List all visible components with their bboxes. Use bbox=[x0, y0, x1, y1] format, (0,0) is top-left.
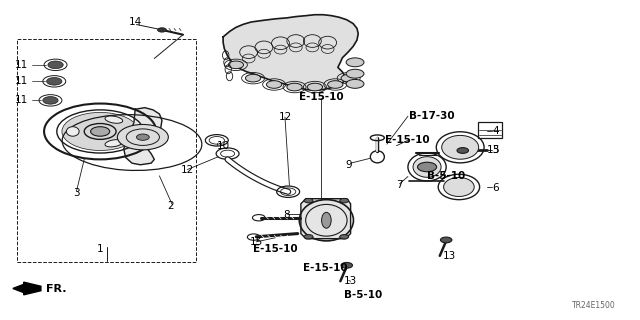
Text: E-15-10: E-15-10 bbox=[385, 135, 429, 145]
Circle shape bbox=[341, 74, 356, 82]
Ellipse shape bbox=[306, 204, 347, 236]
Circle shape bbox=[228, 61, 244, 69]
Circle shape bbox=[117, 124, 168, 150]
Circle shape bbox=[328, 81, 343, 88]
Circle shape bbox=[48, 61, 63, 69]
Text: B-5-10: B-5-10 bbox=[427, 172, 465, 181]
Circle shape bbox=[340, 198, 349, 203]
Circle shape bbox=[341, 262, 353, 268]
Text: 1: 1 bbox=[97, 244, 104, 254]
Text: 3: 3 bbox=[73, 188, 80, 198]
Circle shape bbox=[266, 81, 282, 88]
Text: 6: 6 bbox=[492, 183, 499, 193]
Text: 10: 10 bbox=[216, 141, 230, 151]
Text: B-5-10: B-5-10 bbox=[344, 290, 383, 300]
Circle shape bbox=[287, 83, 302, 91]
Ellipse shape bbox=[105, 140, 123, 147]
Circle shape bbox=[136, 134, 149, 140]
Circle shape bbox=[346, 58, 364, 67]
Circle shape bbox=[43, 97, 58, 104]
Circle shape bbox=[304, 198, 313, 203]
Circle shape bbox=[346, 69, 364, 78]
Circle shape bbox=[457, 148, 468, 153]
Text: 9: 9 bbox=[346, 160, 352, 170]
Text: E-15-10: E-15-10 bbox=[253, 244, 298, 254]
Text: 13: 13 bbox=[487, 146, 500, 156]
Circle shape bbox=[246, 74, 260, 82]
Text: 11: 11 bbox=[15, 76, 28, 86]
Ellipse shape bbox=[321, 212, 331, 228]
Ellipse shape bbox=[442, 135, 479, 159]
Text: 5: 5 bbox=[492, 146, 499, 156]
Circle shape bbox=[340, 235, 349, 239]
Bar bbox=[478, 122, 502, 139]
Circle shape bbox=[91, 127, 109, 136]
Text: 13: 13 bbox=[442, 251, 456, 261]
Circle shape bbox=[47, 77, 62, 85]
Text: 2: 2 bbox=[167, 201, 173, 211]
Text: 11: 11 bbox=[15, 60, 28, 70]
Circle shape bbox=[346, 79, 364, 88]
Circle shape bbox=[307, 83, 323, 91]
Text: 15: 15 bbox=[250, 237, 263, 247]
Circle shape bbox=[304, 235, 313, 239]
Polygon shape bbox=[223, 15, 358, 90]
Text: 13: 13 bbox=[344, 276, 357, 286]
Text: 12: 12 bbox=[278, 112, 292, 122]
Text: 14: 14 bbox=[129, 17, 142, 27]
Ellipse shape bbox=[413, 157, 441, 177]
Circle shape bbox=[440, 237, 452, 243]
Ellipse shape bbox=[67, 127, 79, 136]
Polygon shape bbox=[124, 108, 162, 165]
Text: 7: 7 bbox=[396, 180, 403, 190]
Circle shape bbox=[417, 162, 436, 172]
Text: E-15-10: E-15-10 bbox=[299, 92, 344, 101]
Polygon shape bbox=[301, 199, 351, 239]
Text: 11: 11 bbox=[15, 95, 28, 105]
Bar bbox=[17, 39, 196, 261]
Text: E-15-10: E-15-10 bbox=[303, 263, 348, 274]
Circle shape bbox=[62, 112, 138, 150]
Text: 8: 8 bbox=[284, 210, 290, 220]
Text: B-17-30: B-17-30 bbox=[409, 111, 455, 121]
Text: FR.: FR. bbox=[46, 284, 67, 294]
Text: 4: 4 bbox=[492, 126, 499, 136]
Polygon shape bbox=[13, 282, 41, 295]
Ellipse shape bbox=[105, 116, 123, 123]
Text: 12: 12 bbox=[181, 165, 194, 175]
Text: TR24E1500: TR24E1500 bbox=[572, 301, 616, 310]
Ellipse shape bbox=[444, 178, 474, 196]
Circle shape bbox=[157, 28, 166, 32]
